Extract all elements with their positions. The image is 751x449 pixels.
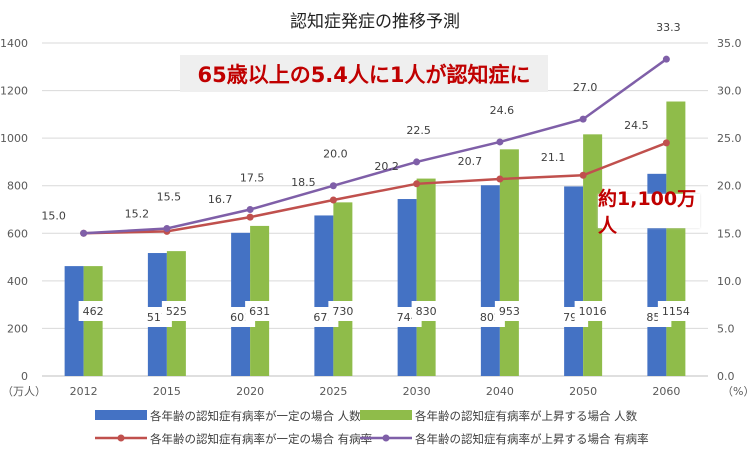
rate-rising-label: 22.5 [406,124,431,137]
line-point [246,206,254,213]
bar-rising-label: 1016 [579,305,607,318]
y-right-tick-label: 20.0 [717,180,742,193]
y-right-tick-label: 15.0 [717,227,742,240]
rate-constant-label: 21.1 [541,151,566,164]
line-point [413,158,421,166]
bar-rising-label-bg [78,301,108,321]
x-tick-label: 2030 [403,385,431,398]
y-right-tick-label: 5.0 [717,322,735,335]
x-tick-label: 2040 [486,385,514,398]
bar-rising-label: 1154 [662,305,690,318]
y-right-tick-label: 0.0 [717,370,735,383]
y-left-tick-label: 1400 [0,37,28,50]
chart-title: 認知症発症の推移予測 [290,12,460,32]
line-point [80,229,88,237]
line-point [329,182,337,190]
line-point [163,225,171,233]
bar-constant [64,266,84,376]
bar-rising-label-bg [494,301,524,321]
bar-rising-label: 730 [332,305,353,318]
x-tick-label: 2012 [70,385,98,398]
line-point [246,213,254,221]
rate-constant-label: 15.0 [41,209,66,222]
y-right-tick-label: 25.0 [717,132,742,145]
bar-rising [333,202,353,376]
annotation-total: 約1,100万人 [598,188,700,237]
line-point [662,55,670,63]
rate-rising-label: 24.6 [490,104,515,117]
bar-rising-label: 830 [416,305,437,318]
rate-rising-label: 15.5 [157,191,182,204]
x-tick-label: 2025 [319,385,347,398]
line-point [496,138,504,146]
rate-rising-label: 33.3 [656,21,681,34]
rate-constant-label: 18.5 [291,176,316,189]
bar-constant [231,232,251,376]
rate-rising-label: 27.0 [573,81,598,94]
y-right-tick-label: 10.0 [717,275,742,288]
bar-rising-label: 462 [83,305,104,318]
rate-constant-label: 20.7 [458,155,483,168]
line-point [579,171,587,179]
bar-constant [397,199,417,376]
line-point [496,175,504,183]
y-left-tick-label: 1000 [0,132,28,145]
line-point [413,180,421,188]
rate-constant-label: 15.2 [125,207,150,220]
y-left-tick-label: 200 [7,322,28,335]
legend-marker [382,434,390,442]
annotation-ratio: 65歳以上の5.4人に1人が認知症に [180,55,548,92]
rate-rising-label: 20.0 [323,148,348,161]
bar-rising-label: 631 [249,305,270,318]
bar-constant [564,186,584,376]
y-left-tick-label: 400 [7,275,28,288]
legend-swatch [95,410,147,420]
legend-label: 各年齢の認知症有病率が上昇する場合 有病率 [415,432,649,446]
line-constant-rate [83,141,667,235]
bar-rising [250,225,270,376]
bar-rising-label-bg [574,301,611,321]
rate-constant-label: 16.7 [208,193,233,206]
legend-label: 各年齢の認知症有病率が上昇する場合 人数 [415,409,638,423]
y-left-tick-label: 600 [7,227,28,240]
bar-rising-label-bg [161,301,191,321]
bar-rising-label-bg [328,301,358,321]
bar-rising-label-bg [245,301,275,321]
line-point [579,115,587,123]
rate-constant-label: 24.5 [624,119,649,132]
x-tick-label: 2060 [652,385,680,398]
bar-rising-label: 953 [499,305,520,318]
legend-marker [117,434,125,442]
y-right-tick-label: 35.0 [717,37,742,50]
y-left-unit-label: （万人） [2,385,46,398]
legend-swatch [360,410,412,420]
x-tick-label: 2015 [153,385,181,398]
y-left-tick-label: 1200 [0,85,28,98]
bar-constant [480,185,500,376]
line-point [662,139,670,147]
bar-rising [83,266,103,376]
y-right-unit-label: （%） [722,385,751,398]
y-left-tick-label: 0 [21,370,28,383]
bar-rising-label-bg [657,301,694,321]
line-rising-rate [83,58,668,235]
legend-label: 各年齢の認知症有病率が一定の場合 有病率 [150,432,372,446]
y-left-tick-label: 800 [7,180,28,193]
x-tick-label: 2020 [236,385,264,398]
legend-label: 各年齢の認知症有病率が一定の場合 人数 [150,409,361,423]
rate-constant-label: 20.2 [374,160,399,173]
bar-constant [314,215,334,376]
bar-rising [499,149,519,376]
y-right-tick-label: 30.0 [717,85,742,98]
bar-rising-label-bg [411,301,441,321]
bar-rising-label: 525 [166,305,187,318]
bar-rising [416,178,436,376]
x-tick-label: 2050 [569,385,597,398]
rate-rising-label: 17.5 [240,172,265,185]
line-point [329,196,337,204]
